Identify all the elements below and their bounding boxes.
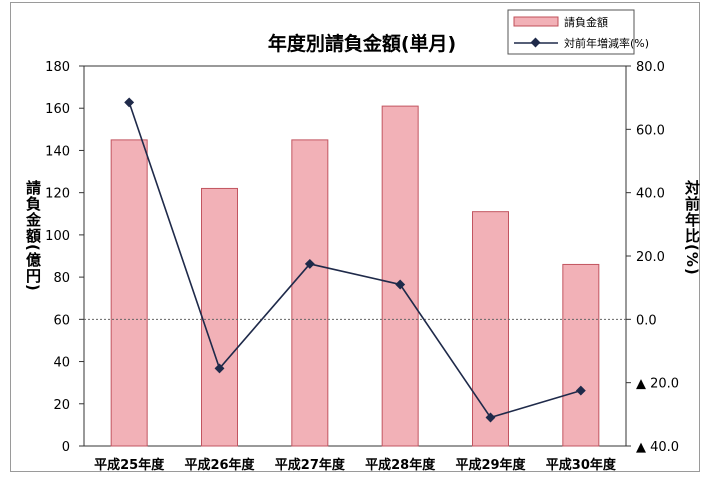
category-label: 平成30年度 — [546, 457, 617, 473]
right-axis-tick-label: 80.0 — [636, 60, 665, 75]
bar — [562, 263, 600, 447]
left-axis-tick-label: 100 — [45, 229, 70, 244]
y-axis-label: 請負金額(億円) — [24, 180, 42, 292]
right-axis-tick-label: 60.0 — [636, 123, 665, 138]
line-point — [124, 97, 135, 108]
right-axis-tick-label: 20.0 — [636, 250, 665, 265]
left-axis-tick-label: 140 — [45, 144, 70, 159]
line-point — [214, 363, 225, 374]
left-axis-tick-label: 120 — [45, 187, 70, 202]
chart-title: 年度別請負金額(単月) — [268, 32, 456, 55]
left-axis-tick-label: 20 — [53, 398, 70, 413]
left-axis-tick-label: 180 — [45, 60, 70, 75]
left-axis: 0 20 40 60 80 100 120 140 160 180 — [45, 60, 84, 455]
category-label: 平成29年度 — [455, 457, 526, 473]
line-series — [124, 97, 586, 423]
bar — [472, 211, 509, 447]
plot-area: 0 20 40 60 80 100 120 140 160 180 ▲ 40.0 ▲ 20.0 0.0… — [45, 60, 679, 473]
right-axis: ▲ 40.0 ▲ 20.0 0.0 20.0 40.0 60.0 80.0 — [626, 60, 679, 455]
right-axis-tick-label: 40.0 — [636, 187, 665, 202]
right-axis-tick-label: 0.0 — [636, 313, 657, 328]
bar — [110, 139, 148, 447]
bar — [381, 105, 419, 447]
line-point — [485, 412, 496, 423]
left-axis-tick-label: 160 — [45, 102, 70, 117]
bar — [201, 187, 238, 447]
category-label: 平成28年度 — [365, 457, 436, 473]
line-point — [304, 258, 315, 269]
left-axis-tick-label: 60 — [53, 313, 70, 328]
legend: 請負金額 対前年増減率(%) — [507, 9, 649, 55]
category-label: 平成27年度 — [275, 457, 346, 473]
category-label: 平成26年度 — [184, 457, 255, 473]
category-label: 平成25年度 — [94, 457, 165, 473]
line-point — [575, 385, 586, 396]
legend-label-bar: 請負金額 — [564, 15, 608, 29]
bar — [291, 139, 329, 447]
left-axis-tick-label: 0 — [62, 440, 70, 455]
series-line — [128, 102, 582, 419]
legend-label-line: 対前年増減率(%) — [564, 36, 649, 50]
legend-diamond-marker — [530, 37, 541, 48]
right-axis-tick-label: ▲ 40.0 — [636, 440, 679, 455]
category-labels: 平成25年度 平成26年度 平成27年度 平成28年度 平成29年度 平成30年度 — [94, 457, 617, 473]
left-axis-tick-label: 80 — [53, 271, 70, 286]
left-axis-tick-label: 40 — [53, 356, 70, 371]
bar-series — [110, 105, 600, 447]
plot-border — [83, 65, 627, 447]
line-point — [395, 279, 406, 290]
y2-axis-label: 対前年比(%) — [683, 180, 701, 276]
legend-bar-swatch — [513, 16, 559, 27]
right-axis-tick-label: ▲ 20.0 — [636, 377, 679, 392]
